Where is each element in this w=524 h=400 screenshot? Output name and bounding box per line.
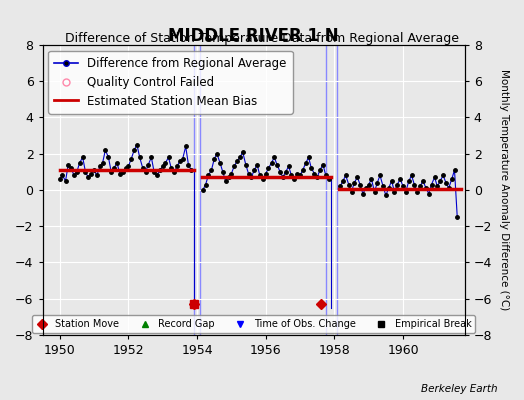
Legend: Station Move, Record Gap, Time of Obs. Change, Empirical Break: Station Move, Record Gap, Time of Obs. C… (32, 315, 475, 333)
Text: Difference of Station Temperature Data from Regional Average: Difference of Station Temperature Data f… (65, 32, 459, 45)
Y-axis label: Monthly Temperature Anomaly Difference (°C): Monthly Temperature Anomaly Difference (… (499, 69, 509, 311)
Title: MIDDLE RIVER 1 N: MIDDLE RIVER 1 N (168, 27, 339, 45)
Text: Berkeley Earth: Berkeley Earth (421, 384, 498, 394)
